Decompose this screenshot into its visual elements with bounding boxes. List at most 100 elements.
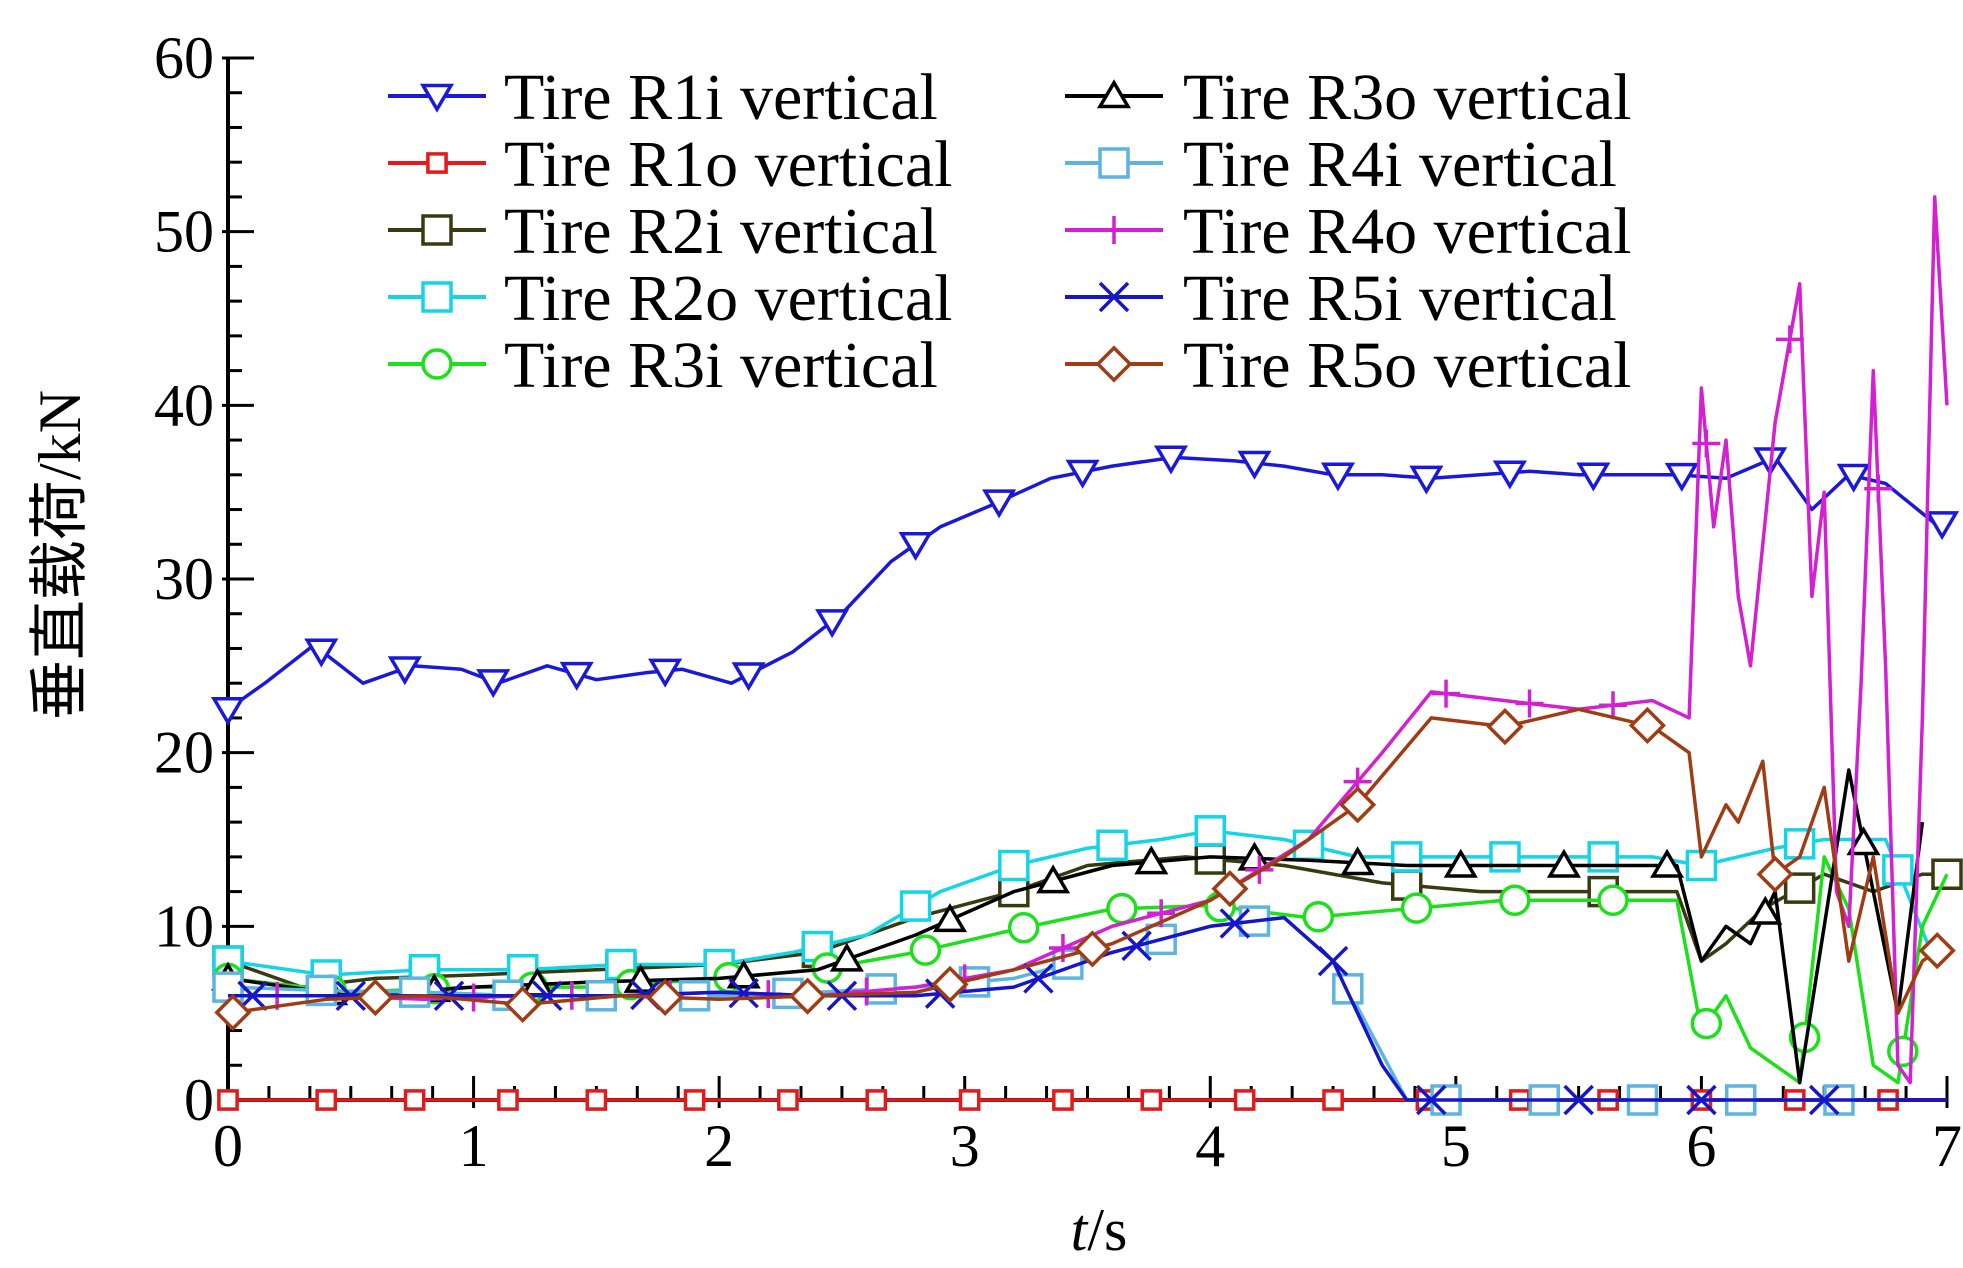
y-tick-label: 30 — [154, 546, 214, 612]
plus-marker — [1515, 689, 1544, 718]
triangle-down-marker — [559, 661, 594, 691]
series-6 — [210, 768, 1925, 1085]
y-tick-label: 50 — [154, 199, 214, 265]
series-9 — [228, 908, 1947, 1116]
triangle-down-marker — [1836, 463, 1871, 493]
legend-item-2: Tire R1o vertical — [388, 128, 953, 201]
triangle-down-marker — [1925, 511, 1960, 541]
triangle-up-marker — [1340, 846, 1375, 876]
triangle-down-marker — [210, 697, 246, 727]
series-line — [227, 707, 1949, 1015]
x-tick-label: 3 — [950, 1113, 980, 1179]
square-marker — [683, 1089, 706, 1111]
legend-label: Tire R5o vertical — [1183, 329, 1632, 402]
series-10 — [214, 706, 1956, 1032]
diamond-marker — [646, 978, 684, 1016]
diamond-marker — [1756, 855, 1794, 893]
series-line — [227, 768, 1925, 1085]
triangle-up-marker — [1036, 864, 1071, 894]
circle-marker — [1400, 892, 1433, 924]
axes-group: 0 1 2 3 4 5 6 7 0 10 20 30 40 50 60 — [154, 25, 1962, 1179]
legend-item-1: Tire R1i vertical — [388, 61, 938, 134]
triangle-down-marker — [476, 669, 511, 699]
y-tick-label: 10 — [154, 893, 214, 959]
square-marker — [585, 1089, 608, 1111]
legend-item-9: Tire R5i vertical — [1065, 262, 1617, 335]
x-marker — [433, 980, 465, 1012]
legend-label: Tire R3o vertical — [1183, 61, 1632, 134]
plus-marker — [1692, 429, 1721, 458]
triangle-down-marker — [1409, 465, 1444, 495]
legend-item-6: Tire R3o vertical — [1065, 61, 1632, 134]
circle-marker — [1597, 884, 1629, 917]
legend-label: Tire R2o vertical — [504, 262, 953, 335]
diamond-marker — [1073, 930, 1111, 968]
triangle-up-marker — [1846, 826, 1881, 856]
y-tick-label: 0 — [184, 1067, 214, 1133]
y-tick-label: 20 — [154, 720, 214, 786]
triangle-down-marker — [1576, 462, 1611, 492]
square-marker — [1140, 1089, 1163, 1111]
x-marker — [728, 977, 759, 1009]
legend-label: Tire R5i vertical — [1183, 262, 1617, 335]
square-marker — [1233, 1089, 1256, 1111]
triangle-up-marker — [932, 903, 968, 933]
plus-marker — [1432, 679, 1461, 708]
triangle-down-marker — [1664, 462, 1699, 492]
triangle-down-marker — [419, 83, 455, 113]
x-tick-label: 1 — [459, 1113, 489, 1179]
legend-item-10: Tire R5o vertical — [1065, 329, 1632, 402]
circle-marker — [1106, 892, 1138, 925]
x-marker — [1098, 281, 1130, 313]
plus-marker — [1599, 691, 1628, 720]
circle-marker — [421, 348, 453, 380]
square-marker — [1931, 858, 1963, 890]
square-marker — [777, 1089, 799, 1111]
diamond-marker — [788, 977, 827, 1015]
plus-marker — [1775, 325, 1804, 354]
square-marker — [998, 849, 1030, 882]
legend-label: Tire R4i vertical — [1183, 128, 1617, 201]
legend-item-7: Tire R4i vertical — [1065, 128, 1617, 201]
square-marker — [497, 1089, 519, 1111]
triangle-down-marker — [1065, 459, 1100, 489]
diamond-marker — [214, 993, 252, 1032]
x-axis-title: t/s — [1071, 1197, 1128, 1263]
series-line — [227, 829, 1937, 977]
y-tick-label: 40 — [154, 372, 214, 438]
legend-label: Tire R4o vertical — [1183, 195, 1632, 268]
diamond-marker — [356, 978, 394, 1017]
x-tick-label: 5 — [1441, 1113, 1471, 1179]
square-marker — [426, 152, 448, 174]
y-axis-title: 垂直载荷/kN — [27, 390, 93, 720]
triangle-down-marker — [982, 489, 1017, 519]
square-marker — [1194, 815, 1227, 847]
x-axis-title-unit: /s — [1087, 1197, 1127, 1263]
legend-item-8: Tire R4o vertical — [1065, 195, 1632, 268]
square-marker — [958, 1089, 981, 1111]
triangle-down-marker — [1492, 460, 1527, 490]
series-1 — [210, 445, 1960, 727]
square-marker — [1783, 872, 1816, 904]
triangle-up-marker — [1546, 848, 1581, 878]
square-marker — [398, 976, 431, 1008]
legend-item-3: Tire R2i vertical — [388, 195, 938, 268]
triangle-down-marker — [1237, 450, 1272, 480]
y-tick-label: 60 — [154, 25, 214, 91]
series-line — [228, 915, 1947, 1102]
diamond-marker — [504, 985, 542, 1024]
square-marker — [421, 281, 453, 313]
series-group — [210, 195, 1963, 1116]
triangle-down-marker — [304, 638, 339, 668]
square-marker — [1096, 829, 1128, 862]
diamond-marker — [1628, 706, 1666, 745]
plus-marker — [1100, 216, 1128, 244]
square-marker — [865, 1089, 888, 1111]
diamond-marker — [1211, 870, 1249, 908]
triangle-down-marker — [648, 658, 683, 688]
square-marker — [1332, 973, 1364, 1005]
legend-item-4: Tire R2o vertical — [388, 262, 953, 335]
